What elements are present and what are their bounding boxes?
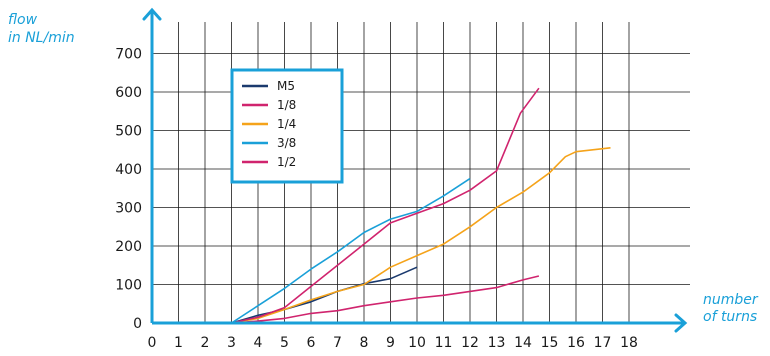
x-tick-label: 17	[594, 335, 612, 351]
series-line-1	[231, 275, 540, 324]
x-tick-label: 13	[488, 335, 506, 351]
x-tick-label: 14	[514, 335, 532, 351]
x-tick-label: 4	[254, 335, 263, 351]
x-tick-label: 18	[620, 335, 638, 351]
y-axis-title-line1: flow	[8, 12, 38, 28]
y-tick-label: 700	[115, 47, 142, 63]
x-axis-title-line2: of turns	[703, 309, 757, 325]
x-axis-arrow	[674, 313, 688, 333]
legend-box	[230, 68, 344, 184]
x-tick-label: 0	[148, 335, 157, 351]
legend-label: 1/4	[277, 117, 296, 131]
legend-label: 1/2	[277, 155, 296, 169]
y-tick-label: 300	[115, 201, 142, 217]
x-tick-label: 1	[174, 335, 183, 351]
y-axis-title-line2: in NL/min	[8, 30, 75, 46]
series-line-2	[231, 147, 611, 324]
axes	[142, 7, 688, 333]
legend-label: 1/8	[277, 98, 296, 112]
x-tick-label: 2	[201, 335, 210, 351]
x-tick-label: 6	[307, 335, 316, 351]
y-tick-label: 500	[115, 124, 142, 140]
legend: M5 1/8 1/4 3/8 1/2	[230, 68, 344, 184]
series-lines	[231, 87, 611, 324]
x-axis-title-line1: number	[703, 292, 759, 308]
legend-label: 3/8	[277, 136, 296, 150]
x-tick-label: 8	[360, 335, 369, 351]
y-tick-label: 100	[115, 278, 142, 294]
series-line-3	[231, 177, 471, 324]
y-tick-label: 600	[115, 85, 142, 101]
x-tick-label: 12	[461, 335, 479, 351]
y-tick-label: 400	[115, 162, 142, 178]
x-tick-label: 9	[386, 335, 395, 351]
y-tick-label: 200	[115, 239, 142, 255]
x-tick-label: 10	[408, 335, 426, 351]
series-line-4	[231, 87, 540, 324]
y-tick-label: 0	[133, 316, 142, 332]
x-tick-label: 15	[541, 335, 559, 351]
y-axis-arrow	[142, 7, 162, 21]
tick-labels: 0 1 2 3 4 5 6 7 8 9 10 11 12 13 14 15 16 17 18010020030040…	[115, 47, 638, 352]
legend-label: M5	[277, 79, 295, 93]
x-tick-label: 7	[333, 335, 342, 351]
x-tick-label: 11	[435, 335, 453, 351]
series-line-0	[231, 266, 418, 324]
x-tick-label: 5	[280, 335, 289, 351]
x-tick-label: 3	[227, 335, 236, 351]
x-tick-label: 16	[567, 335, 585, 351]
